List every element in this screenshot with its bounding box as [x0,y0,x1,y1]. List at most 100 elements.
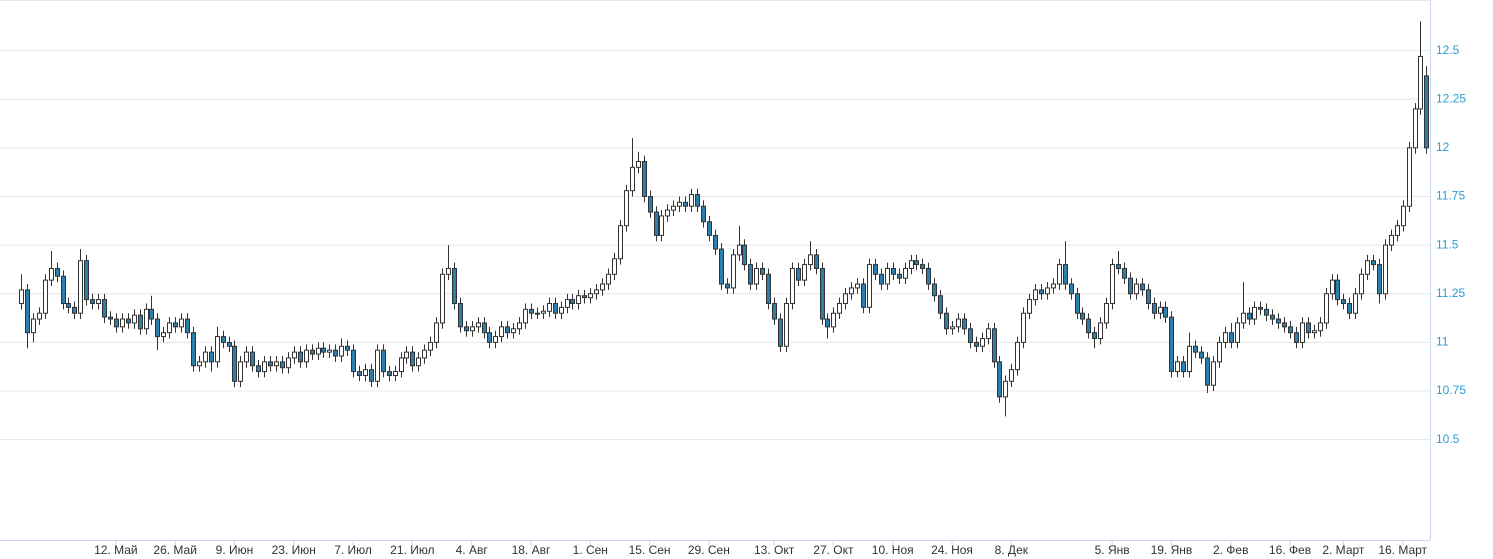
x-tick-label: 16. Март [1378,543,1427,557]
candle-body [1193,345,1198,353]
x-tick-label: 24. Ноя [931,543,973,557]
candle-body [268,361,273,367]
candle-body [1324,293,1329,324]
candle-body [1264,308,1269,316]
x-tick-label: 26. Май [153,543,197,557]
candle-body [399,357,404,373]
candle-body [458,302,463,328]
candle-body [351,349,356,373]
candle-body [499,326,504,338]
candle-body [1039,289,1044,295]
candle-body [1413,108,1418,149]
candle-body [387,371,392,376]
candle-body [440,273,445,324]
candle-body [1116,264,1121,269]
candle-body [1318,322,1323,332]
candle-body [956,318,961,328]
candle-body [476,322,481,328]
candle-body [470,326,475,332]
candle-body [55,267,60,277]
x-tick-label: 8. Дек [995,543,1029,557]
candle-body [891,267,896,275]
y-tick-label: 11.75 [1436,189,1465,203]
x-tick-label: 23. Июн [272,543,316,557]
candle-body [624,190,629,227]
candle-body [701,205,706,223]
candle-body [96,299,101,304]
candle-body [529,308,534,314]
candle-body [618,225,623,260]
candle-body [108,316,113,320]
x-tick-label: 2. Фев [1213,543,1249,557]
candle-body [713,234,718,250]
candle-body [612,258,617,275]
candle-body [138,314,143,330]
candle-body [565,299,570,308]
candle-body [968,328,973,343]
candle-body [1021,312,1026,343]
candle-body [232,345,237,382]
candle-body [600,283,605,291]
candle-body [1075,293,1080,314]
candle-body [636,160,641,168]
candle-body [873,264,878,275]
candle-body [333,349,338,357]
candle-body [1365,260,1370,275]
candle-body [1424,75,1429,149]
candle-body [1163,306,1168,318]
candle-body [820,267,825,320]
candle-body [102,299,107,318]
candle-body [238,361,243,382]
candle-body [1205,357,1210,386]
candle-body [926,267,931,285]
candle-body [511,328,516,334]
candle-body [737,244,742,256]
candle-body [659,215,664,236]
candle-body [191,332,196,367]
candle-body [404,351,409,359]
candle-body [114,318,119,328]
candle-body [754,267,759,285]
candle-body [339,345,344,357]
candle-body [748,264,753,285]
candle-body [849,287,854,295]
candle-body [831,312,836,328]
candle-body [464,326,469,332]
candle-body [790,267,795,304]
candle-body [381,349,386,373]
y-tick-label: 10.75 [1436,383,1466,397]
candle-body [1270,314,1275,320]
candle-body [553,302,558,314]
candle-body [422,349,427,359]
candle-body [784,302,789,347]
y-tick-label: 12.25 [1436,91,1466,105]
x-tick-label: 4. Авг [456,543,489,557]
candle-body [808,254,813,266]
x-tick-label: 21. Июл [390,543,434,557]
candle-body [665,209,670,217]
candle-body [541,310,546,314]
candle-body [66,302,71,308]
candle-body [1092,332,1097,340]
candle-body [505,326,510,334]
candle-body [1371,260,1376,266]
candle-body [1175,361,1180,373]
candle-body [357,371,362,376]
candle-body [1294,332,1299,343]
x-tick-label: 13. Окт [754,543,795,557]
candle-body [962,318,967,330]
candle-body [523,308,528,324]
x-tick-label: 19. Янв [1151,543,1193,557]
candle-body [1258,306,1263,310]
candle-body [280,361,285,369]
y-tick-label: 11.25 [1436,286,1465,300]
candle-body [493,336,498,343]
y-tick-label: 11 [1436,335,1449,349]
candle-body [310,349,315,355]
candle-body [1122,267,1127,279]
candle-body [1181,361,1186,373]
candle-body [446,267,451,275]
candle-body [814,254,819,269]
candle-body [1146,289,1151,304]
candle-body [1395,225,1400,236]
